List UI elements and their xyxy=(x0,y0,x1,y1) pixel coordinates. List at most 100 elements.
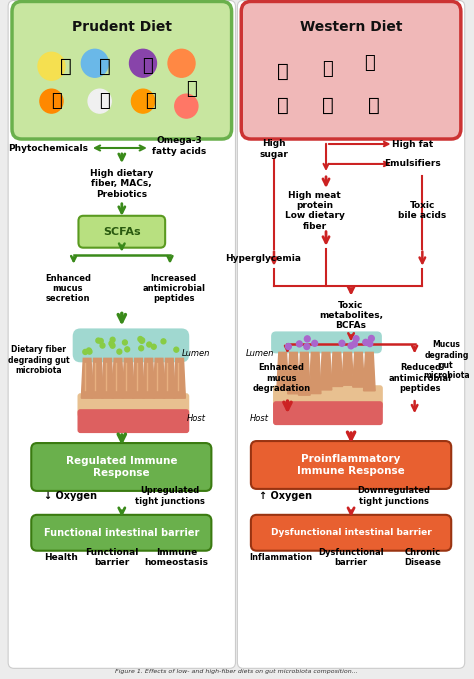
Text: Downregulated
tight junctions: Downregulated tight junctions xyxy=(357,486,430,506)
FancyBboxPatch shape xyxy=(271,331,382,353)
Text: 🐟: 🐟 xyxy=(99,57,110,76)
FancyBboxPatch shape xyxy=(73,329,189,363)
FancyBboxPatch shape xyxy=(77,409,189,433)
Text: High dietary
fiber, MACs,
Prebiotics: High dietary fiber, MACs, Prebiotics xyxy=(90,169,154,199)
Polygon shape xyxy=(122,359,134,398)
Circle shape xyxy=(175,94,198,118)
Circle shape xyxy=(110,343,115,348)
Text: Lumen: Lumen xyxy=(182,349,210,358)
Text: 🍩: 🍩 xyxy=(364,54,375,72)
FancyBboxPatch shape xyxy=(31,443,211,491)
Circle shape xyxy=(140,338,145,343)
Text: Dysfunctional
barrier: Dysfunctional barrier xyxy=(318,548,384,568)
Circle shape xyxy=(82,50,109,77)
Text: High
sugar: High sugar xyxy=(260,139,289,159)
Polygon shape xyxy=(277,352,289,390)
Circle shape xyxy=(368,335,374,342)
FancyBboxPatch shape xyxy=(273,385,383,409)
Circle shape xyxy=(147,342,152,347)
FancyBboxPatch shape xyxy=(79,216,165,248)
Polygon shape xyxy=(299,352,310,395)
Polygon shape xyxy=(320,352,332,390)
Circle shape xyxy=(139,338,144,344)
Circle shape xyxy=(122,340,128,345)
Text: Chronic
Disease: Chronic Disease xyxy=(404,548,441,568)
Text: High meat
protein
Low dietary
fiber: High meat protein Low dietary fiber xyxy=(284,191,345,231)
Text: ↓ Oxygen: ↓ Oxygen xyxy=(44,491,97,501)
Text: Dietary fiber
degrading gut
microbiota: Dietary fiber degrading gut microbiota xyxy=(8,346,70,375)
Circle shape xyxy=(38,52,65,80)
Text: Immune
homeostasis: Immune homeostasis xyxy=(145,548,209,568)
Text: Phytochemicals: Phytochemicals xyxy=(9,145,89,153)
Text: 🥚: 🥚 xyxy=(60,57,72,76)
Text: Enhanced
mucus
degradation: Enhanced mucus degradation xyxy=(253,363,311,393)
Polygon shape xyxy=(174,359,185,398)
Polygon shape xyxy=(102,359,113,398)
Polygon shape xyxy=(364,352,375,391)
Text: Mucus
degrading
gut
microbiota: Mucus degrading gut microbiota xyxy=(423,340,470,380)
Circle shape xyxy=(40,89,63,113)
Circle shape xyxy=(161,339,166,344)
Polygon shape xyxy=(310,352,321,394)
Text: Toxic
bile acids: Toxic bile acids xyxy=(398,201,447,221)
Polygon shape xyxy=(112,359,124,398)
Circle shape xyxy=(109,341,114,346)
Text: Hyperglycemia: Hyperglycemia xyxy=(226,254,301,263)
Polygon shape xyxy=(342,352,354,385)
Circle shape xyxy=(99,338,103,344)
Circle shape xyxy=(100,343,105,348)
FancyBboxPatch shape xyxy=(31,515,211,551)
Text: 🍔: 🍔 xyxy=(277,96,289,115)
Polygon shape xyxy=(91,359,103,398)
Circle shape xyxy=(168,50,195,77)
Circle shape xyxy=(339,340,345,346)
Polygon shape xyxy=(133,359,144,398)
Text: SCFAs: SCFAs xyxy=(103,227,141,237)
Text: Upregulated
tight junctions: Upregulated tight junctions xyxy=(135,486,205,506)
Text: Toxic
metabolites,
BCFAs: Toxic metabolites, BCFAs xyxy=(319,301,383,331)
Circle shape xyxy=(363,340,369,346)
Text: 🥦: 🥦 xyxy=(186,80,197,98)
Text: Functional
barrier: Functional barrier xyxy=(85,548,139,568)
FancyBboxPatch shape xyxy=(77,393,189,417)
FancyBboxPatch shape xyxy=(12,1,232,139)
Polygon shape xyxy=(153,359,165,398)
Text: Emulsifiers: Emulsifiers xyxy=(384,160,441,168)
Circle shape xyxy=(352,341,357,347)
Circle shape xyxy=(117,349,122,354)
Text: Omega-3
fatty acids: Omega-3 fatty acids xyxy=(153,136,207,155)
Circle shape xyxy=(312,340,318,346)
Text: Functional intestinal barrier: Functional intestinal barrier xyxy=(44,528,200,538)
Text: 🍟: 🍟 xyxy=(322,96,334,115)
Text: ↑ Oxygen: ↑ Oxygen xyxy=(259,491,312,501)
Polygon shape xyxy=(331,352,343,386)
Text: 🍊: 🍊 xyxy=(146,92,156,110)
Circle shape xyxy=(88,89,111,113)
Circle shape xyxy=(138,337,143,342)
Text: 🥤: 🥤 xyxy=(368,96,380,115)
Text: Figure 1. Effects of low- and high-fiber diets on gut microbiota composition...: Figure 1. Effects of low- and high-fiber… xyxy=(115,669,358,674)
FancyBboxPatch shape xyxy=(8,1,236,668)
FancyBboxPatch shape xyxy=(273,401,383,425)
Text: Dysfunctional intestinal barrier: Dysfunctional intestinal barrier xyxy=(271,528,431,537)
Polygon shape xyxy=(82,359,93,398)
Polygon shape xyxy=(143,359,155,398)
Text: Western Diet: Western Diet xyxy=(300,20,402,35)
Text: Regulated Immune
Response: Regulated Immune Response xyxy=(66,456,178,478)
Text: 🥛: 🥛 xyxy=(99,92,110,110)
Text: Prudent Diet: Prudent Diet xyxy=(72,20,172,35)
Polygon shape xyxy=(288,352,299,394)
Circle shape xyxy=(110,337,115,342)
Circle shape xyxy=(304,336,310,342)
Text: Health: Health xyxy=(44,553,78,562)
FancyBboxPatch shape xyxy=(237,1,465,668)
Text: Proinflammatory
Immune Response: Proinflammatory Immune Response xyxy=(297,454,405,476)
Circle shape xyxy=(131,89,155,113)
Polygon shape xyxy=(164,359,175,398)
Circle shape xyxy=(83,350,88,354)
Circle shape xyxy=(139,346,144,351)
Polygon shape xyxy=(353,352,365,387)
Circle shape xyxy=(125,347,129,352)
Text: Lumen: Lumen xyxy=(246,349,274,358)
Text: Host: Host xyxy=(186,414,205,422)
